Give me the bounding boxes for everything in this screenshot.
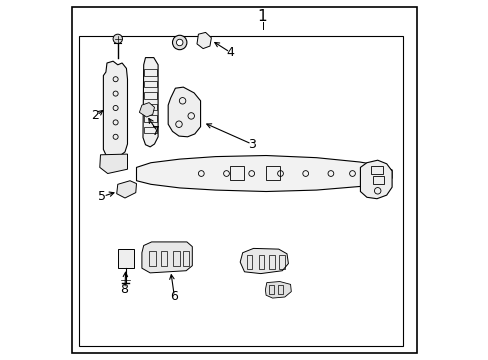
Circle shape [176,39,183,46]
Circle shape [113,34,122,44]
Bar [118,249,134,268]
Text: 4: 4 [225,46,234,59]
Bar [182,251,189,266]
Polygon shape [136,156,391,192]
Bar [144,81,156,87]
Bar [258,255,264,269]
Bar [144,115,156,122]
Text: 8: 8 [120,283,128,296]
Bar [144,92,156,99]
Polygon shape [265,282,291,298]
Bar [279,255,284,269]
Text: 1: 1 [257,9,267,24]
Bar [269,255,275,269]
Bar [265,166,279,180]
Circle shape [172,35,186,50]
Polygon shape [360,160,391,199]
Polygon shape [139,103,154,117]
Bar [173,251,179,266]
Bar [372,176,384,184]
Text: 7: 7 [152,125,160,138]
Bar [161,251,167,266]
Polygon shape [142,242,192,273]
Bar [230,166,244,180]
Text: 5: 5 [98,190,106,203]
Bar [144,69,156,76]
Bar [277,285,283,294]
Text: 2: 2 [91,109,99,122]
Bar [144,127,156,133]
Bar [144,104,156,110]
Text: 3: 3 [247,138,255,150]
Polygon shape [197,32,211,49]
Polygon shape [168,87,200,137]
Polygon shape [100,154,127,174]
Bar [79,36,402,346]
Polygon shape [103,61,127,158]
Polygon shape [142,58,158,147]
Bar [149,251,155,266]
Bar [246,255,252,269]
Bar [370,166,382,174]
Polygon shape [117,181,136,198]
Polygon shape [240,248,288,274]
Bar [268,285,273,294]
Text: 6: 6 [170,291,178,303]
